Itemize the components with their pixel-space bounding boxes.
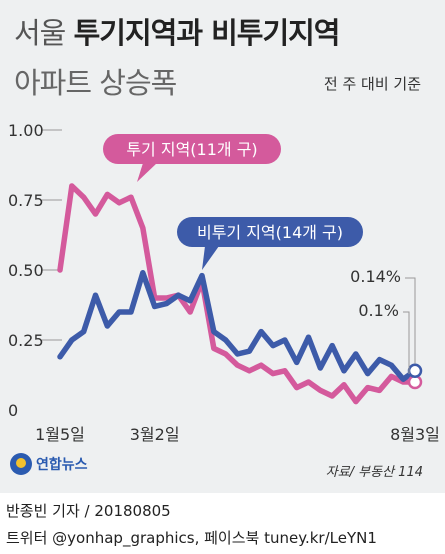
title-light: 서울 [14,16,74,50]
data-point [270,343,276,349]
legend-non-speculative-tail [202,246,219,270]
line-chart: 0 0.25 0.50 0.75 1.00 1월5일 3월2일 8월3일 0.14% 0.1% 투… [8,121,440,444]
data-point [258,362,264,368]
data-point [93,211,98,217]
logo-text: 연합뉴스 [36,457,88,473]
data-point [116,200,122,206]
data-point [258,329,264,335]
data-point [235,351,240,357]
data-point [81,194,87,200]
data-point [116,309,122,315]
data-point [223,337,229,343]
legend-non-speculative-bg [177,217,363,247]
legend-speculative-tail [137,163,157,182]
data-point [69,337,75,343]
data-point [93,292,98,298]
data-point [282,368,288,374]
data-point [400,376,406,382]
legend-speculative: 투기 지역(11개 구) [103,134,281,182]
data-point [246,348,252,354]
data-point [140,270,146,276]
x-tick-label: 3월2일 [130,425,180,444]
y-tick-label: 0 [8,401,18,420]
y-tick-label: 0.50 [8,261,44,280]
yonhap-logo: 연합뉴스 [10,452,88,476]
credit-line-2: 트위터 @yonhap_graphics, 페이스북 tuney.kr/LeYN… [6,529,377,547]
data-point [211,345,217,351]
data-point [294,385,300,391]
data-point [246,368,252,374]
data-point [187,298,193,304]
subtitle: 아파트 상승폭 [14,66,177,100]
data-point [57,267,63,273]
data-point [235,362,240,368]
yonhap-logo-icon [10,453,32,475]
data-point [57,354,63,360]
graphic-panel: 서울 투기지역과 비투기지역 아파트 상승폭 전 주 대비 기준 0 0.25 0.… [0,0,445,493]
data-point [164,295,169,301]
end-label-speculative: 0.1% [358,301,399,320]
legend-non-speculative: 비투기 지역(14개 구) [177,217,363,270]
data-point [140,225,146,231]
data-point [282,337,288,343]
legend-speculative-bg [103,134,281,164]
data-point [128,309,134,315]
y-tick-label: 0.25 [8,331,44,350]
data-point [365,371,371,377]
credit-line-1: 반종빈 기자 / 20180805 [6,502,171,520]
data-point [377,357,382,363]
data-point [294,359,300,365]
leader-line-non-speculative [405,277,416,364]
y-tick-label: 0.75 [8,191,44,210]
data-point [187,309,193,315]
x-tick-label: 1월5일 [35,425,85,444]
data-point [164,301,169,307]
data-point [211,329,217,335]
end-label-non-speculative: 0.14% [350,267,401,286]
title-bold: 투기지역과 비투기지역 [73,16,341,50]
data-point [317,387,323,393]
data-point [152,303,158,309]
data-point [104,323,110,329]
data-point [365,385,371,391]
data-point [270,371,276,377]
end-marker-1 [407,363,423,379]
data-point [175,292,181,298]
data-point [377,387,382,393]
data-point [199,273,205,279]
data-point [341,382,347,388]
data-point [353,351,359,357]
x-tick-label: 8월3일 [390,425,440,444]
data-point [128,194,134,200]
data-point [223,351,229,357]
data-point [329,393,335,399]
legend-non-speculative-label: 비투기 지역(14개 구) [197,223,343,242]
data-point [317,365,323,371]
data-point [388,373,394,379]
data-point [306,334,311,340]
data-point [353,399,359,405]
basis-note: 전 주 대비 기준 [323,75,421,93]
y-tick-label: 1.00 [8,121,44,140]
data-point [341,368,347,374]
data-point [104,191,110,197]
source-note: 자료/ 부동산 114 [325,465,423,480]
data-point [388,362,394,368]
legend-speculative-label: 투기 지역(11개 구) [126,140,257,159]
data-point [306,379,311,385]
data-point [81,329,87,335]
title: 서울 투기지역과 비투기지역 [14,10,340,52]
data-point [329,343,335,349]
data-point [69,183,75,189]
leader-line-speculative [403,311,410,374]
